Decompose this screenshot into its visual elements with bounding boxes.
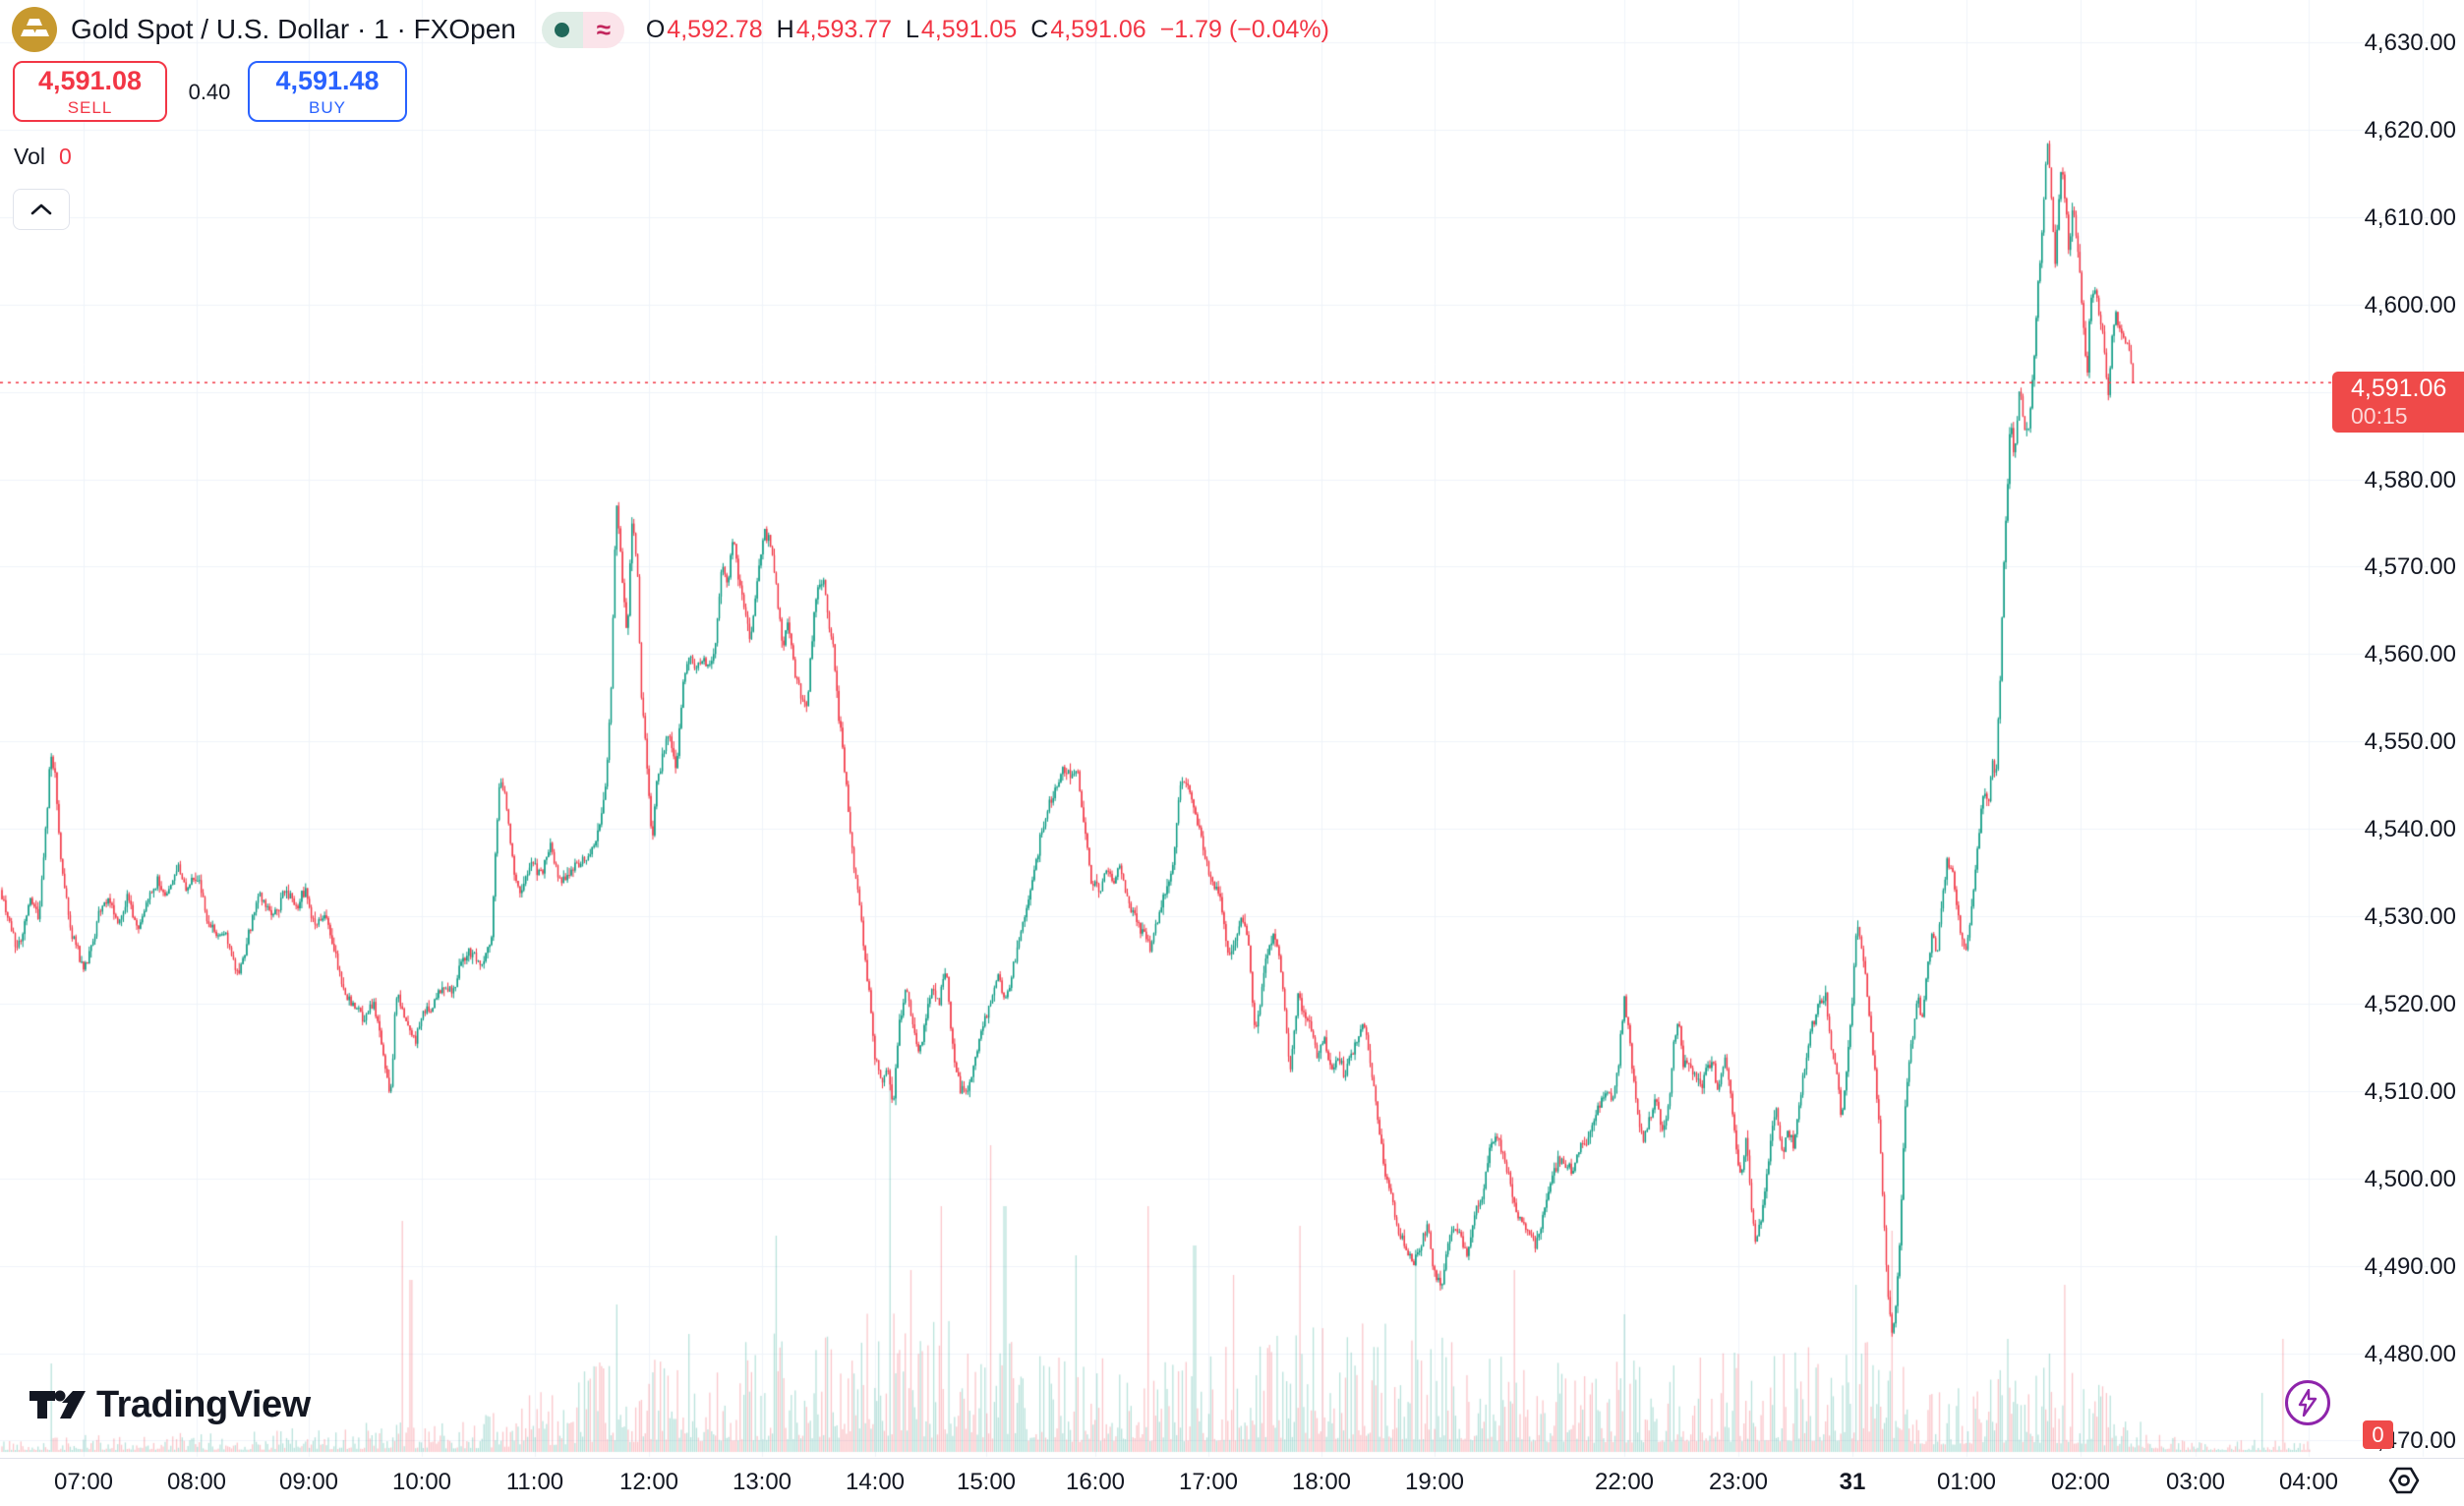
price-axis-label: 4,580.00 — [2364, 466, 2456, 493]
price-axis-label: 4,540.00 — [2364, 816, 2456, 843]
collapse-panel-button[interactable] — [13, 189, 70, 230]
tradingview-logo[interactable]: TradingView — [29, 1384, 311, 1426]
time-axis-label: 12:00 — [618, 1469, 679, 1495]
boost-button[interactable] — [2285, 1380, 2330, 1425]
volume-value: 0 — [58, 144, 72, 169]
time-axis-label: 16:00 — [1065, 1469, 1126, 1495]
high-label: H — [776, 15, 794, 43]
time-axis-label: 04:00 — [2278, 1469, 2339, 1495]
time-axis-label: 31 — [1839, 1469, 1866, 1495]
time-axis[interactable]: 07:00 08:00 09:00 10:00 11:00 12:00 13:00 14:00… — [0, 1458, 2464, 1506]
market-open-indicator — [541, 11, 583, 48]
time-axis-label: 18:00 — [1291, 1469, 1352, 1495]
volume-legend[interactable]: Vol 0 — [14, 144, 72, 170]
time-axis-label: 09:00 — [278, 1469, 339, 1495]
price-axis-label: 4,600.00 — [2364, 291, 2456, 319]
volume-label: Vol — [14, 144, 45, 169]
low-value: 4,591.05 — [920, 15, 1018, 43]
lightning-icon — [2298, 1389, 2317, 1417]
open-value: 4,592.78 — [667, 15, 763, 43]
symbol-legend[interactable]: Gold Spot / U.S. Dollar · 1 · FXOpen ≈ O… — [12, 7, 1329, 52]
time-axis-label: 08:00 — [166, 1469, 227, 1495]
market-dot-icon — [555, 22, 570, 37]
market-status-pill[interactable]: ≈ — [541, 11, 624, 48]
price-axis-label: 4,500.00 — [2364, 1165, 2456, 1192]
gold-symbol-icon — [12, 7, 57, 52]
axis-settings-button[interactable] — [2387, 1465, 2421, 1496]
close-value: 4,591.06 — [1050, 15, 1146, 43]
time-axis-label: 22:00 — [1594, 1469, 1655, 1495]
bar-countdown: 00:15 — [2351, 403, 2408, 430]
time-axis-label: 19:00 — [1404, 1469, 1465, 1495]
volume-axis-badge: 0 — [2363, 1420, 2393, 1449]
buy-button[interactable]: 4,591.48 BUY — [248, 61, 407, 122]
price-axis-label: 4,610.00 — [2364, 203, 2456, 231]
delayed-data-icon: ≈ — [582, 11, 624, 48]
spread-value: 0.40 — [188, 80, 231, 104]
gear-icon — [2388, 1467, 2420, 1494]
time-axis-label: 11:00 — [505, 1469, 564, 1495]
tradingview-mark-icon — [29, 1390, 86, 1419]
chevron-up-icon — [30, 203, 52, 215]
time-axis-label: 23:00 — [1708, 1469, 1769, 1495]
last-price-tag[interactable]: 4,591.06 00:15 — [2332, 372, 2464, 433]
price-axis-label: 4,550.00 — [2364, 728, 2456, 756]
buy-price: 4,591.48 — [275, 66, 380, 96]
price-axis-label: 4,630.00 — [2364, 29, 2456, 56]
price-axis-label: 4,510.00 — [2364, 1077, 2456, 1105]
time-axis-label: 07:00 — [53, 1469, 114, 1495]
time-axis-label: 03:00 — [2165, 1469, 2226, 1495]
time-axis-label: 17:00 — [1178, 1469, 1239, 1495]
high-value: 4,593.77 — [795, 15, 893, 43]
time-axis-label: 02:00 — [2050, 1469, 2111, 1495]
time-axis-label: 14:00 — [845, 1469, 906, 1495]
price-axis-label: 4,490.00 — [2364, 1252, 2456, 1280]
open-label: O — [645, 15, 666, 43]
time-axis-label: 10:00 — [391, 1469, 452, 1495]
time-axis-label: 13:00 — [732, 1469, 792, 1495]
sell-button[interactable]: 4,591.08 SELL — [13, 61, 167, 122]
price-axis-label: 4,520.00 — [2364, 990, 2456, 1017]
price-axis-label: 4,560.00 — [2364, 641, 2456, 668]
price-axis-label: 4,480.00 — [2364, 1340, 2456, 1367]
price-axis-label: 4,620.00 — [2364, 116, 2456, 144]
time-axis-label: 15:00 — [956, 1469, 1017, 1495]
price-axis-label: 4,570.00 — [2364, 553, 2456, 581]
close-label: C — [1030, 15, 1049, 43]
ohlc-values: O 4,592.78 H 4,593.77 L 4,591.05 C 4,591.06 … — [646, 16, 1329, 44]
last-price-value: 4,591.06 — [2351, 375, 2447, 403]
time-axis-label: 01:00 — [1936, 1469, 1997, 1495]
buy-label: BUY — [309, 97, 346, 117]
symbol-title[interactable]: Gold Spot / U.S. Dollar · 1 · FXOpen — [71, 14, 516, 44]
low-label: L — [906, 15, 919, 43]
change-value: −1.79 (−0.04%) — [1159, 15, 1329, 43]
tradingview-wordmark: TradingView — [96, 1384, 311, 1425]
sell-price: 4,591.08 — [37, 66, 143, 96]
price-axis-label: 4,530.00 — [2364, 903, 2456, 930]
sell-label: SELL — [67, 97, 113, 117]
